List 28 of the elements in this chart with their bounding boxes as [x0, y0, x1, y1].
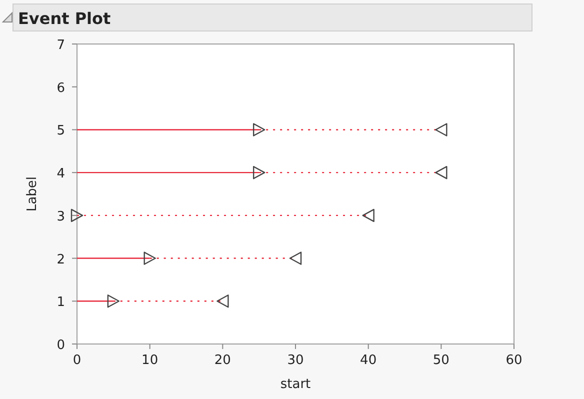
- x-tick-label: 50: [432, 353, 450, 368]
- y-tick-label: 2: [56, 252, 65, 268]
- y-axis-title: Label: [25, 176, 40, 212]
- y-tick-label: 3: [56, 209, 65, 224]
- x-axis-title: start: [280, 377, 311, 392]
- point: [435, 166, 448, 180]
- y-tick-label: 5: [56, 124, 65, 139]
- y-tick-label: 0: [56, 338, 65, 353]
- point: [216, 294, 229, 308]
- y-tick-label: 7: [56, 38, 65, 53]
- point: [70, 208, 84, 222]
- x-tick-label: 10: [142, 353, 158, 368]
- point: [289, 252, 302, 265]
- y-tick-label: 6: [56, 80, 65, 96]
- x-tick-label: 0: [72, 353, 82, 368]
- point: [144, 252, 156, 265]
- y-tick-label: 1: [56, 295, 65, 310]
- point: [252, 123, 266, 136]
- point: [107, 294, 120, 308]
- y-tick-label: 4: [56, 166, 65, 182]
- x-tick-label: 20: [214, 353, 231, 368]
- x-tick-label: 40: [360, 353, 377, 368]
- point: [252, 166, 266, 180]
- x-tick-label: 60: [506, 353, 522, 368]
- point: [362, 208, 374, 222]
- point: [435, 123, 448, 136]
- x-tick-label: 30: [287, 353, 304, 368]
- chart-title: Event Plot: [18, 9, 112, 28]
